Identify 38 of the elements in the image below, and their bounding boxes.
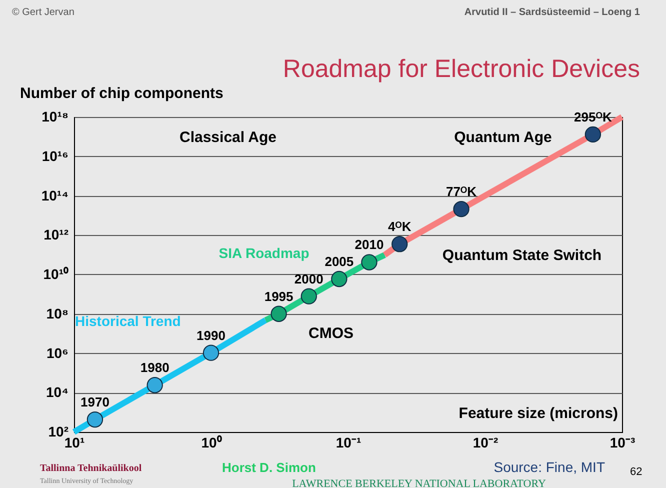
text: Arvutid II – Sardsüsteemid – Loeng 1 bbox=[464, 7, 640, 18]
y-tick-label: 10¹² bbox=[44, 226, 69, 243]
text: © Gert Jervan bbox=[12, 7, 74, 18]
annotation: 4ᴼK bbox=[388, 219, 412, 234]
x-tick-label: 10⁻¹ bbox=[336, 434, 362, 450]
annotation: 2005 bbox=[324, 254, 354, 270]
source-note: Source: Fine, MIT bbox=[494, 459, 606, 475]
text: Horst D. Simon bbox=[222, 460, 316, 475]
y-tick-label: 10¹⁴ bbox=[41, 187, 69, 204]
y-axis-title: Number of chip components bbox=[20, 85, 224, 102]
y-tick-label: 10⁸ bbox=[46, 305, 68, 322]
annotation: Quantum State Switch bbox=[442, 247, 602, 264]
y-tick-label: 10⁶ bbox=[46, 344, 68, 361]
x-tick-label: 10⁻³ bbox=[610, 434, 636, 450]
annotation: 1990 bbox=[196, 328, 226, 343]
annotation: 1970 bbox=[80, 394, 110, 410]
annotation: 1995 bbox=[264, 288, 294, 304]
x-tick-label: 10⁻² bbox=[472, 434, 498, 450]
x-axis-title: Feature size (microns) bbox=[458, 405, 618, 422]
y-tick-label: 10⁴ bbox=[46, 384, 69, 400]
annotation: 1980 bbox=[140, 360, 170, 376]
y-tick-label: 10¹⁰ bbox=[43, 266, 68, 282]
annotation: CMOS bbox=[308, 325, 354, 342]
annotation: 77ᴼK bbox=[446, 184, 478, 200]
text: LAWRENCE BERKELEY NATIONAL LABORATORY bbox=[292, 478, 546, 488]
text: Tallinna Tehnikaülikool bbox=[40, 463, 142, 474]
annotation: Classical Age bbox=[180, 129, 276, 146]
text: 62 bbox=[630, 466, 642, 478]
x-tick-label: 10⁰ bbox=[201, 434, 222, 450]
annotation: Quantum Age bbox=[454, 129, 552, 146]
y-tick-label: 10¹⁸ bbox=[42, 108, 68, 124]
annotation: 2010 bbox=[354, 237, 384, 252]
y-tick-label: 10¹⁶ bbox=[42, 148, 68, 164]
x-tick-label: 10¹ bbox=[64, 434, 85, 450]
chart-title: Roadmap for Electronic Devices bbox=[282, 55, 640, 83]
annotation: 2000 bbox=[294, 271, 324, 286]
text: SIA Roadmap bbox=[218, 245, 310, 261]
text: Historical Trend bbox=[75, 313, 181, 329]
